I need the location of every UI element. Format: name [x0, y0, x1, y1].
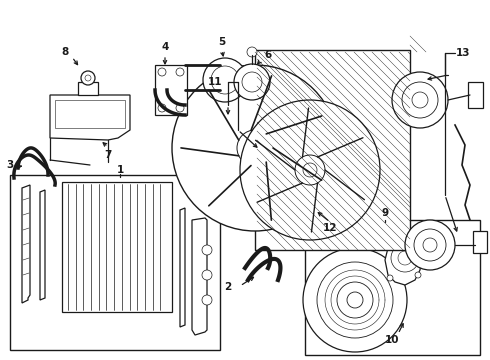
Text: 12: 12 [323, 223, 337, 233]
Text: 3: 3 [6, 160, 14, 170]
Circle shape [392, 72, 448, 128]
Circle shape [303, 248, 407, 352]
Circle shape [81, 71, 95, 85]
Circle shape [423, 238, 437, 252]
Polygon shape [192, 218, 207, 335]
Circle shape [240, 100, 380, 240]
Text: 1: 1 [117, 165, 123, 175]
Bar [62, 182, 172, 312]
Bar [55, 100, 125, 128]
Bar [78, 82, 98, 95]
Circle shape [411, 235, 417, 241]
Bar [255, 50, 410, 250]
Text: 6: 6 [265, 50, 271, 60]
Circle shape [387, 275, 393, 281]
Circle shape [202, 245, 212, 255]
Polygon shape [180, 208, 185, 327]
Bar [305, 220, 480, 355]
Circle shape [172, 65, 338, 231]
Text: 7: 7 [104, 150, 112, 160]
Circle shape [85, 75, 91, 81]
Text: 11: 11 [208, 77, 222, 87]
Circle shape [391, 244, 419, 272]
Polygon shape [50, 95, 130, 140]
Polygon shape [385, 233, 422, 285]
Circle shape [295, 155, 325, 185]
Text: 2: 2 [224, 282, 232, 292]
Circle shape [303, 163, 317, 177]
Bar [10, 175, 220, 350]
Circle shape [412, 92, 428, 108]
Text: 13: 13 [456, 48, 470, 58]
Text: 8: 8 [61, 47, 69, 57]
Circle shape [398, 251, 412, 265]
Bar [155, 65, 187, 115]
Circle shape [402, 82, 438, 118]
Circle shape [242, 72, 262, 92]
Circle shape [390, 240, 396, 246]
Text: 9: 9 [381, 208, 389, 218]
Text: 5: 5 [219, 37, 225, 47]
Bar [468, 82, 483, 108]
Circle shape [203, 58, 247, 102]
Circle shape [237, 130, 273, 166]
Circle shape [414, 229, 446, 261]
Circle shape [211, 66, 239, 94]
Text: 4: 4 [161, 42, 169, 52]
Circle shape [415, 272, 421, 278]
Circle shape [247, 47, 257, 57]
Circle shape [202, 270, 212, 280]
Circle shape [317, 262, 393, 338]
Circle shape [247, 140, 263, 156]
Circle shape [234, 64, 270, 100]
Circle shape [405, 220, 455, 270]
Circle shape [176, 68, 184, 76]
Bar [473, 231, 487, 253]
Circle shape [202, 295, 212, 305]
Polygon shape [22, 185, 30, 303]
Circle shape [347, 292, 363, 308]
Circle shape [158, 68, 166, 76]
Circle shape [176, 104, 184, 112]
Text: 10: 10 [385, 335, 399, 345]
Circle shape [337, 282, 373, 318]
Circle shape [158, 104, 166, 112]
Polygon shape [40, 190, 45, 300]
